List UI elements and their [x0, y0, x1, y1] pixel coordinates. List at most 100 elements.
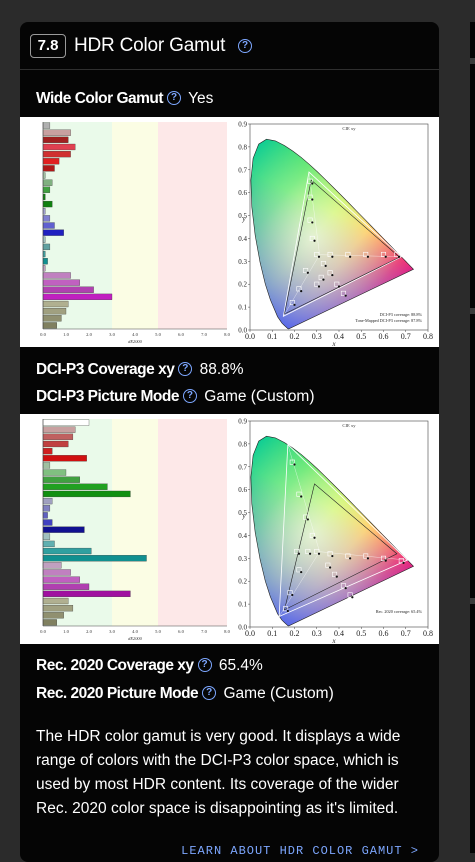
y-tick-label: 0.4	[238, 532, 247, 540]
measured-sample-marker	[324, 264, 327, 268]
measured-sample-marker	[311, 182, 314, 185]
error-bar	[42, 222, 55, 229]
target-sample-marker	[294, 548, 300, 554]
error-bar	[42, 129, 71, 136]
measured-sample-marker	[293, 303, 296, 306]
y-tick-label: 0.6	[238, 189, 247, 197]
tolerance-band	[158, 419, 227, 626]
bar-tick-label: 5.0	[155, 332, 161, 337]
y-tick-label: 0.2	[238, 281, 247, 289]
x-tick-label: 0.2	[290, 629, 300, 638]
bar-tick-label: 7.0	[201, 332, 207, 337]
saturation-line	[308, 172, 320, 255]
measured-sample-marker	[344, 586, 347, 590]
error-bar	[42, 293, 113, 300]
tolerance-band	[112, 122, 158, 329]
bar-tick-label: 5.0	[155, 629, 161, 634]
y-tick-label: 0.1	[238, 304, 247, 312]
measured-sample-marker	[402, 561, 405, 565]
measured-sample-marker	[291, 593, 294, 597]
score-badge: 7.8	[30, 34, 66, 58]
x-tick-label: 0.0	[245, 629, 255, 638]
target-sample-marker	[283, 606, 289, 612]
measured-sample-marker	[311, 221, 314, 224]
edge-divider	[470, 58, 475, 64]
section-title-text: HDR Color Gamut	[74, 35, 226, 56]
target-sample-marker	[309, 235, 315, 241]
bar-tick-label: 6.0	[178, 629, 184, 634]
error-bar	[42, 562, 62, 569]
x-axis-label: x	[331, 340, 336, 347]
measured-sample-marker	[384, 255, 387, 258]
error-bar	[42, 533, 51, 540]
measured-sample-marker	[308, 552, 312, 555]
measured-sample-marker	[317, 255, 321, 258]
target-sample-marker	[327, 551, 333, 557]
error-bar	[42, 576, 80, 583]
error-bar	[42, 158, 60, 165]
error-bar	[42, 279, 80, 286]
y-tick-label: 0.7	[238, 166, 247, 174]
y-tick-label: 0.3	[238, 555, 247, 563]
help-icon[interactable]: ?	[178, 361, 193, 376]
measured-sample-marker	[313, 239, 316, 242]
error-bar	[42, 440, 69, 448]
error-bar	[42, 605, 74, 612]
measured-sample-marker	[331, 554, 334, 558]
y-tick-label: 0.9	[238, 121, 247, 129]
measured-sample-marker	[286, 609, 289, 613]
bar-tick-label: 4.0	[132, 629, 138, 634]
measured-sample-marker	[397, 255, 401, 258]
error-bar	[42, 186, 51, 193]
target-sample-marker	[314, 548, 320, 554]
rec-mode-value: Game (Custom)	[223, 685, 334, 702]
x-tick-label: 0.7	[401, 629, 411, 638]
error-bar	[42, 236, 46, 243]
error-bar	[42, 597, 69, 605]
measured-sample-marker	[311, 198, 314, 201]
target-sample-marker	[332, 571, 338, 577]
dci-coverage-row: DCI-P3 Coverage xy? 88.8%	[36, 361, 244, 379]
target-sample-marker	[303, 514, 309, 520]
learn-more-link[interactable]: LEARN ABOUT HDR COLOR GAMUT >	[181, 844, 419, 858]
x-tick-label: 0.6	[379, 332, 389, 341]
error-bar	[42, 433, 74, 440]
y-tick-label: 0.4	[238, 235, 247, 243]
x-tick-label: 0.1	[267, 629, 277, 638]
target-sample-marker	[289, 459, 295, 465]
wide-color-gamut-label: Wide Color Gamut	[36, 90, 164, 107]
target-sample-marker	[307, 178, 313, 184]
target-sample-marker	[380, 555, 386, 561]
error-bar	[42, 200, 53, 208]
help-icon[interactable]: ?	[197, 657, 212, 672]
target-sample-marker	[320, 261, 326, 267]
help-icon[interactable]: ?	[167, 90, 182, 105]
error-bar	[42, 250, 46, 258]
y-tick-label: 0.1	[238, 601, 247, 609]
description-text: The HDR color gamut is very good. It dis…	[36, 728, 401, 817]
measured-sample-marker	[313, 536, 316, 539]
target-sample-marker	[303, 267, 309, 273]
error-bar	[42, 555, 147, 562]
help-icon[interactable]: ?	[182, 388, 197, 403]
measured-sample-marker	[344, 294, 347, 297]
bar-tick-label: 7.0	[201, 629, 207, 634]
help-icon[interactable]: ?	[238, 39, 252, 53]
dci-coverage-value: 88.8%	[199, 361, 244, 378]
help-icon[interactable]: ?	[202, 685, 217, 700]
target-sample-marker	[305, 548, 311, 554]
wide-color-gamut-row: Wide Color Gamut? Yes	[36, 90, 213, 108]
x-tick-label: 0.8	[423, 629, 433, 638]
error-bar	[42, 547, 92, 555]
y-tick-label: 0.7	[238, 463, 247, 471]
y-tick-label: 0.6	[238, 486, 247, 494]
rec-coverage-value: 65.4%	[218, 657, 263, 674]
measured-sample-marker	[300, 570, 303, 574]
error-bar	[42, 315, 62, 322]
error-bar	[42, 308, 67, 315]
target-sample-marker	[340, 290, 346, 296]
error-bar	[42, 143, 76, 151]
dci-coverage-label: DCI-P3 Coverage xy	[36, 361, 175, 378]
x-tick-label: 0.1	[267, 332, 277, 341]
measured-sample-marker	[331, 255, 334, 258]
